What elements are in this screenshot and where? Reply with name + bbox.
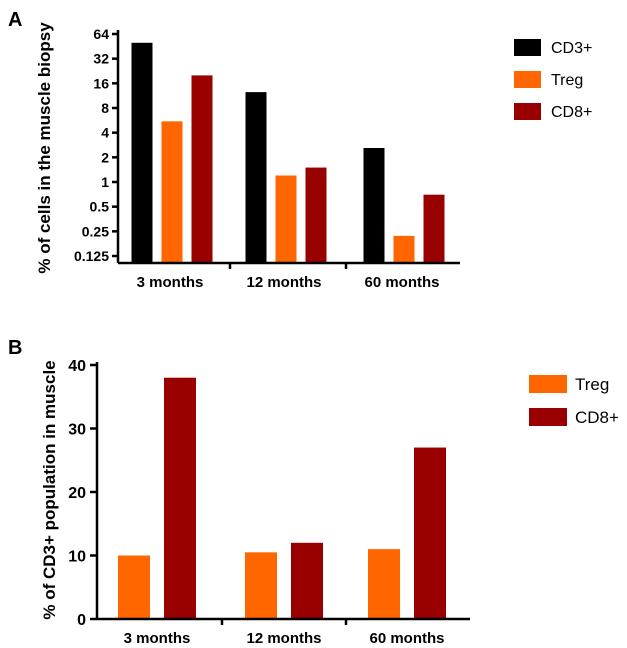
bar-treg-0 — [161, 121, 183, 264]
panel-a-bars — [131, 42, 445, 264]
panel-a-chart: A % of cells in the muscle biopsy 643216… — [8, 9, 592, 291]
y-tick-label: 30 — [68, 422, 86, 439]
x-tick-label: 60 months — [369, 630, 444, 647]
bar-cd3-0 — [131, 42, 153, 263]
bar-cd8-2 — [414, 447, 446, 619]
y-tick-label: 64 — [93, 26, 109, 42]
legend-label: Treg — [551, 72, 583, 89]
legend-swatch — [529, 375, 567, 393]
panel-b-chart: B % of CD3+ population in muscle 0 10 20 30… — [8, 337, 619, 647]
bar-cd8-0 — [164, 377, 196, 619]
y-tick-label: 0 — [77, 612, 86, 629]
y-tick-label: 2 — [101, 149, 109, 165]
y-tick-label: 1 — [101, 174, 109, 190]
y-tick-label: 0.125 — [74, 248, 109, 264]
y-tick-label: 10 — [68, 549, 86, 566]
x-tick-label: 60 months — [364, 274, 439, 291]
bar-cd8-1 — [291, 542, 323, 619]
legend-swatch — [514, 39, 541, 56]
bar-treg-1 — [275, 175, 297, 263]
panel-a-y-axis-label: % of cells in the muscle biopsy — [35, 22, 54, 274]
x-tick-label: 12 months — [246, 630, 321, 647]
y-tick-label: 16 — [93, 75, 109, 91]
y-tick-label: 32 — [93, 51, 109, 67]
legend-label: CD8+ — [575, 408, 619, 427]
panel-b-bars — [118, 377, 446, 619]
x-tick-label: 12 months — [246, 274, 321, 291]
bar-treg-1 — [245, 552, 277, 619]
bar-treg-2 — [368, 549, 400, 619]
x-tick-label: 3 months — [137, 274, 204, 291]
y-tick-label: 20 — [68, 485, 86, 502]
panel-a-label: A — [8, 9, 22, 31]
legend-swatch — [514, 71, 541, 88]
bar-cd3-1 — [245, 92, 267, 263]
bar-treg-0 — [118, 555, 150, 619]
legend-swatch — [529, 408, 567, 426]
legend-swatch — [514, 103, 541, 120]
panel-b-axes: 0 10 20 30 40 3 months 12 months 60 months — [68, 358, 470, 647]
panel-a-axes: 64 32 16 8 4 2 1 0.5 0.25 0.125 3 months 12 months 6… — [74, 26, 460, 291]
panel-b-y-axis-label: % of CD3+ population in muscle — [40, 360, 59, 619]
bar-cd8-1 — [305, 167, 327, 263]
panel-b-legend: Treg CD8+ — [529, 375, 619, 427]
bar-cd8-2 — [423, 194, 445, 263]
panel-a-legend: CD3+ Treg CD8+ — [514, 39, 592, 121]
legend-label: CD3+ — [551, 40, 592, 57]
y-tick-label: 0.25 — [82, 223, 109, 239]
y-tick-label: 40 — [68, 358, 86, 375]
y-tick-label: 4 — [101, 125, 109, 141]
bar-treg-2 — [393, 235, 415, 263]
y-tick-label: 8 — [101, 100, 109, 116]
panel-b-label: B — [8, 337, 22, 359]
bar-cd3-2 — [363, 147, 385, 263]
legend-label: CD8+ — [551, 104, 592, 121]
y-tick-label: 0.5 — [90, 199, 110, 215]
legend-label: Treg — [575, 375, 609, 394]
x-tick-label: 3 months — [124, 630, 191, 647]
bar-cd8-0 — [191, 75, 213, 263]
